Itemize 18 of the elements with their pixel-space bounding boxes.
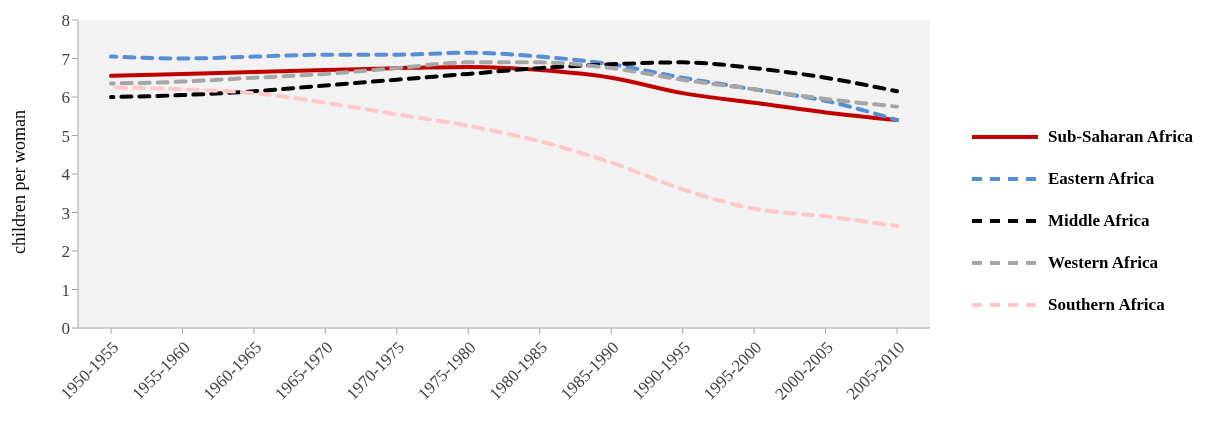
y-tick-label: 3 — [61, 203, 70, 223]
legend-label: Sub-Saharan Africa — [1048, 126, 1193, 147]
y-tick-label: 0 — [61, 319, 70, 339]
y-tick-label: 8 — [61, 11, 70, 31]
y-axis-title: children per woman — [9, 110, 30, 254]
line-series — [109, 50, 899, 123]
y-tick-label: 5 — [61, 126, 70, 146]
legend-label: Western Africa — [1048, 252, 1158, 273]
y-tick-label: 4 — [61, 165, 71, 185]
y-tick-label: 1 — [61, 280, 70, 300]
y-tick-label: 2 — [61, 242, 70, 262]
legend-label: Middle Africa — [1048, 210, 1150, 231]
y-tick-label: 7 — [61, 49, 71, 69]
line-series — [109, 60, 899, 109]
y-tick-label: 6 — [61, 88, 70, 108]
legend-label: Eastern Africa — [1048, 168, 1155, 189]
line-series — [109, 60, 899, 99]
legend-label: Southern Africa — [1048, 294, 1165, 315]
